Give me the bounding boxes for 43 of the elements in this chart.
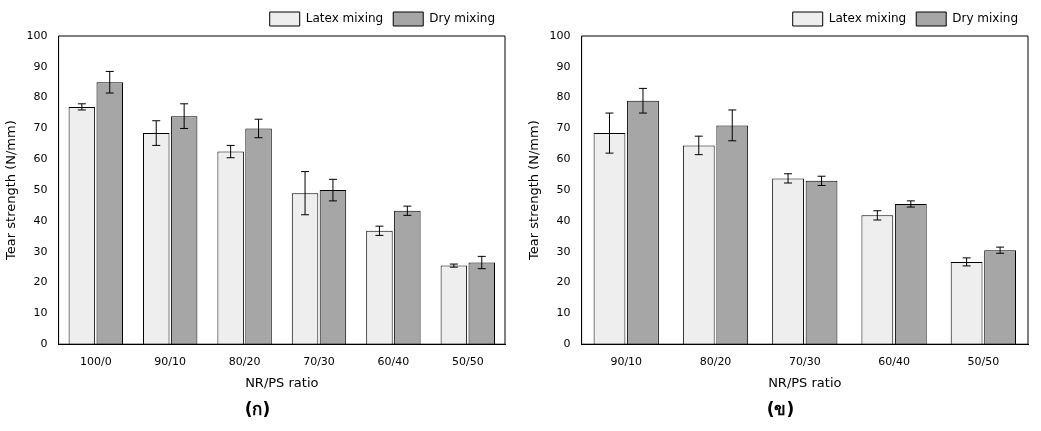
y-tick-label: 40 [33,213,48,227]
y-tick-label: 10 [33,306,48,320]
text: (ก) [243,398,272,421]
y-tick-label: 50 [33,182,48,196]
y-tick-label: 80 [33,90,48,104]
y-axis-title: Tear strength (N/mm) [526,120,542,261]
x-axis-title: NR/PS ratio [768,374,842,390]
x-tick-label: 60/40 [878,354,910,368]
x-tick-label: 50/50 [967,354,1000,368]
x-axis-title: NR/PS ratio [245,374,319,390]
y-tick-label: 60 [556,152,571,166]
x-tick-label: 90/10 [610,354,643,368]
y-tick-label: 0 [40,337,48,351]
x-tick-label: 80/20 [228,354,261,368]
y-tick-label: 30 [33,244,48,258]
y-tick-label: 10 [556,306,571,320]
x-tick-label: 70/30 [303,354,335,368]
y-tick-label: 50 [556,182,571,196]
y-tick-label: 80 [556,90,571,104]
y-tick-label: 40 [556,213,571,227]
legend-label: Dry mixing [952,11,1019,26]
text: (ข) [765,398,796,421]
y-tick-label: 100 [26,28,48,42]
y-tick-label: 90 [556,59,571,73]
x-tick-label: 60/40 [377,354,410,368]
y-tick-label: 90 [33,59,48,73]
x-tick-label: 50/50 [451,354,484,368]
y-tick-label: 20 [556,275,571,289]
x-tick-label: 100/0 [79,354,112,368]
y-tick-label: 70 [556,121,571,135]
x-tick-label: 70/30 [788,354,821,368]
y-tick-label: 60 [33,152,48,166]
legend-label: Latex mixing [305,11,384,26]
x-tick-label: 80/20 [699,354,732,368]
y-tick-label: 70 [33,121,48,135]
legend-label: Latex mixing [828,11,907,26]
x-tick-label: 90/10 [154,354,187,368]
y-tick-label: 30 [556,244,571,258]
y-tick-label: 100 [549,28,571,42]
y-tick-label: 20 [33,275,48,289]
y-tick-label: 0 [563,337,571,351]
legend-label: Dry mixing [429,11,496,26]
y-axis-title: Tear strength (N/mm) [3,120,19,261]
